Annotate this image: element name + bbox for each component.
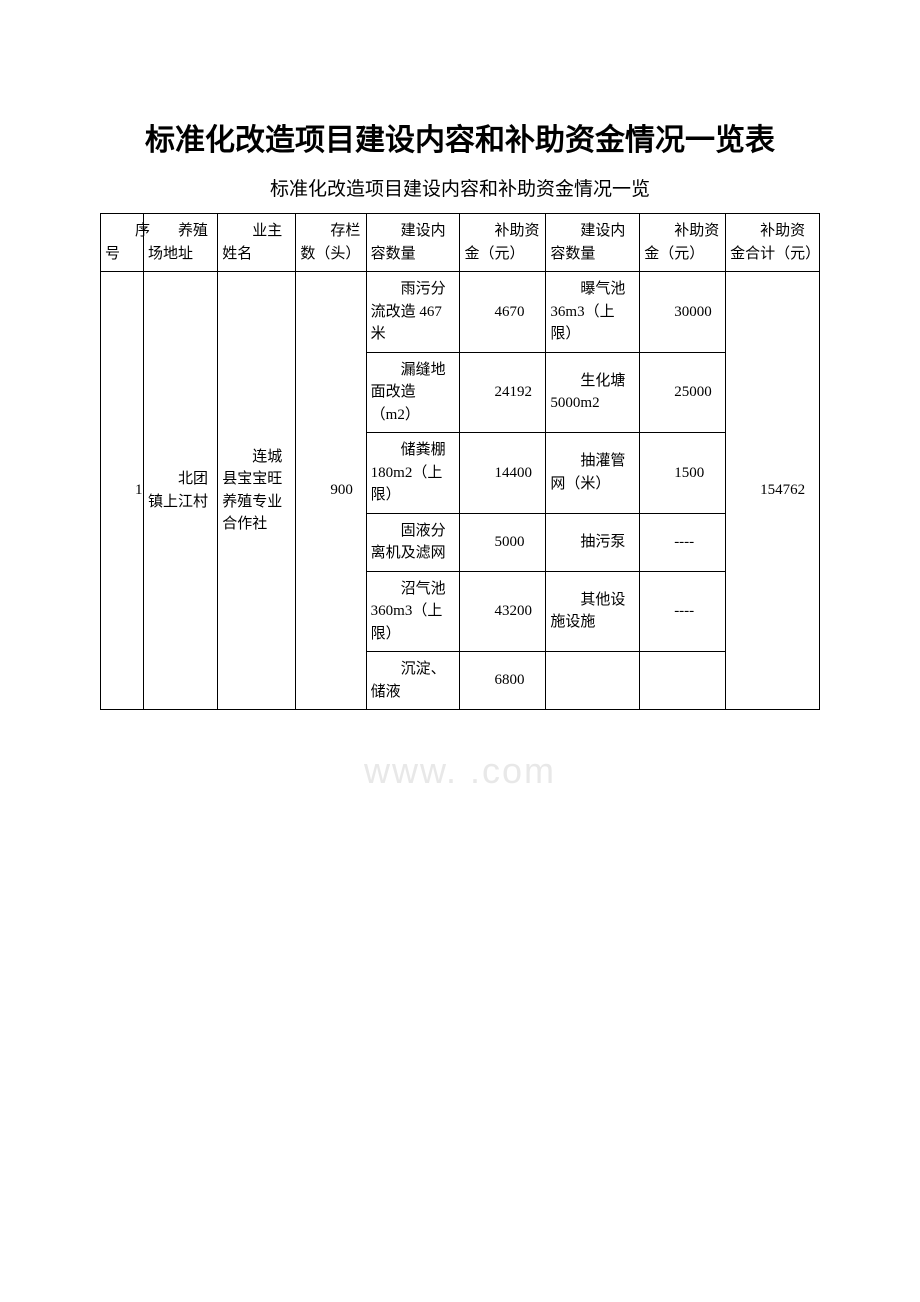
page-title: 标准化改造项目建设内容和补助资金情况一览表 — [100, 120, 820, 162]
header-owner: 业主姓名 — [218, 214, 296, 272]
cell-fund2: 25000 — [640, 352, 726, 433]
cell-content2: 曝气池36m3（上限） — [546, 272, 640, 353]
cell-content2: 抽灌管网（米） — [546, 433, 640, 514]
cell-content1: 雨污分流改造 467米 — [366, 272, 460, 353]
cell-fund2: ---- — [640, 571, 726, 652]
header-content2: 建设内容数量 — [546, 214, 640, 272]
cell-owner: 连城县宝宝旺养殖专业合作社 — [218, 272, 296, 710]
table-header-row: 序号 养殖场地址 业主姓名 存栏数（头） 建设内容数量 补助资金（元） 建设内容… — [101, 214, 820, 272]
cell-content1: 漏缝地面改造（m2） — [366, 352, 460, 433]
header-addr: 养殖场地址 — [143, 214, 217, 272]
cell-fund2: 1500 — [640, 433, 726, 514]
subsidy-table: 序号 养殖场地址 业主姓名 存栏数（头） 建设内容数量 补助资金（元） 建设内容… — [100, 213, 820, 710]
cell-fund1: 14400 — [460, 433, 546, 514]
cell-content1: 储粪棚180m2（上限） — [366, 433, 460, 514]
cell-content2 — [546, 652, 640, 710]
cell-fund1: 5000 — [460, 513, 546, 571]
header-total: 补助资金合计（元） — [726, 214, 820, 272]
cell-count: 900 — [296, 272, 366, 710]
document-content: 标准化改造项目建设内容和补助资金情况一览表 标准化改造项目建设内容和补助资金情况… — [100, 120, 820, 710]
watermark-text: www. .com — [364, 750, 556, 792]
cell-addr: 北团镇上江村 — [143, 272, 217, 710]
cell-content2: 其他设施设施 — [546, 571, 640, 652]
cell-seq: 1 — [101, 272, 144, 710]
header-seq: 序号 — [101, 214, 144, 272]
header-count: 存栏数（头） — [296, 214, 366, 272]
cell-fund1: 43200 — [460, 571, 546, 652]
header-fund1: 补助资金（元） — [460, 214, 546, 272]
page-subtitle: 标准化改造项目建设内容和补助资金情况一览 — [100, 174, 820, 201]
header-fund2: 补助资金（元） — [640, 214, 726, 272]
table-row: 1 北团镇上江村 连城县宝宝旺养殖专业合作社 900 雨污分流改造 467米 4… — [101, 272, 820, 353]
header-content1: 建设内容数量 — [366, 214, 460, 272]
cell-fund2 — [640, 652, 726, 710]
cell-fund2: ---- — [640, 513, 726, 571]
cell-fund1: 4670 — [460, 272, 546, 353]
cell-total: 154762 — [726, 272, 820, 710]
cell-fund2: 30000 — [640, 272, 726, 353]
cell-fund1: 24192 — [460, 352, 546, 433]
cell-content1: 固液分离机及滤网 — [366, 513, 460, 571]
cell-content2: 抽污泵 — [546, 513, 640, 571]
cell-content1: 沉淀、储液 — [366, 652, 460, 710]
cell-content2: 生化塘5000m2 — [546, 352, 640, 433]
cell-fund1: 6800 — [460, 652, 546, 710]
cell-content1: 沼气池360m3（上限） — [366, 571, 460, 652]
